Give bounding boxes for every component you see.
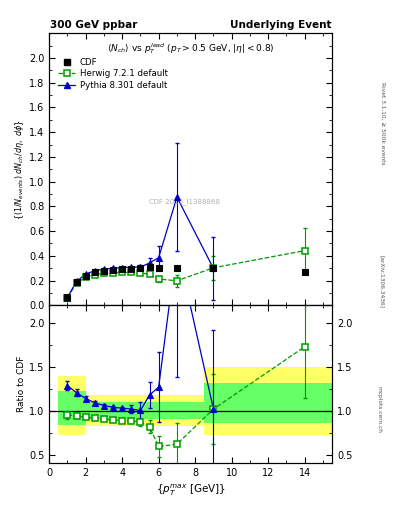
Text: [arXiv:1306.3436]: [arXiv:1306.3436] xyxy=(379,255,384,308)
X-axis label: $\{p_T^{max}\ [\mathrm{GeV}]\}$: $\{p_T^{max}\ [\mathrm{GeV}]\}$ xyxy=(156,482,226,498)
Text: CDF 2015_I1388868: CDF 2015_I1388868 xyxy=(149,199,220,205)
Y-axis label: $\{(1/N_{events})\ dN_{ch}/d\eta,\ d\phi\}$: $\{(1/N_{events})\ dN_{ch}/d\eta,\ d\phi… xyxy=(13,119,26,220)
Text: Underlying Event: Underlying Event xyxy=(230,19,331,30)
Text: 300 GeV ppbar: 300 GeV ppbar xyxy=(50,19,138,30)
Y-axis label: Ratio to CDF: Ratio to CDF xyxy=(17,356,26,413)
Text: mcplots.cern.ch: mcplots.cern.ch xyxy=(377,386,382,433)
Text: $\langle N_{ch}\rangle$ vs $p_T^{lead}$ ($p_T > 0.5$ GeV, $|\eta| < 0.8$): $\langle N_{ch}\rangle$ vs $p_T^{lead}$ … xyxy=(107,41,274,56)
Legend: CDF, Herwig 7.2.1 default, Pythia 8.301 default: CDF, Herwig 7.2.1 default, Pythia 8.301 … xyxy=(56,57,169,91)
Text: Rivet 3.1.10, ≥ 500k events: Rivet 3.1.10, ≥ 500k events xyxy=(381,81,386,164)
